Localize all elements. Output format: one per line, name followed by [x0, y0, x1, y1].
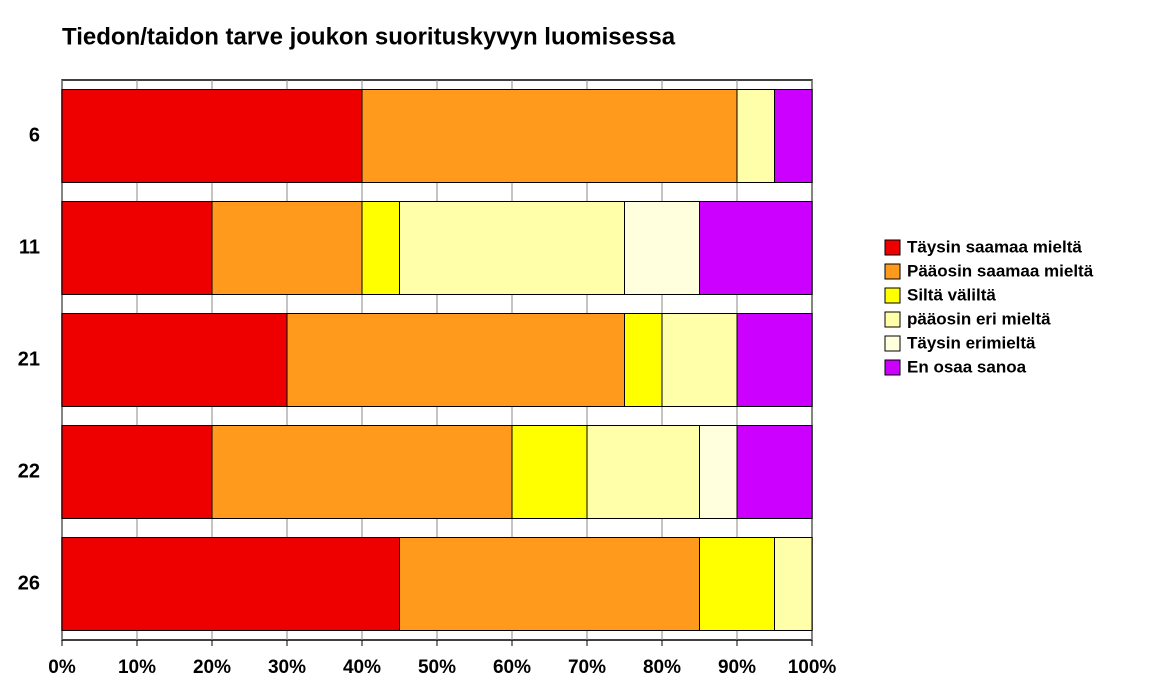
legend-swatch	[884, 335, 901, 352]
x-tick-label: 40%	[343, 657, 381, 678]
x-tick-label: 80%	[643, 657, 681, 678]
bar-segment	[586, 425, 700, 519]
bar-segment	[624, 313, 663, 407]
bar-segment	[361, 201, 400, 295]
legend-swatch	[884, 239, 901, 256]
chart-title: Tiedon/taidon tarve joukon suorituskyvyn…	[62, 23, 676, 50]
legend-label: Täysin erimieltä	[907, 333, 1036, 352]
bar-segment	[736, 425, 813, 519]
y-tick-label: 6	[29, 124, 40, 146]
y-tick-label: 21	[18, 348, 40, 370]
bar-segment	[736, 313, 813, 407]
legend-label: Täysin saamaa mieltä	[907, 237, 1082, 256]
bar-segment	[699, 201, 813, 295]
legend-label: pääosin eri mieltä	[907, 309, 1051, 328]
bar-segment	[361, 89, 738, 183]
y-tick-label: 22	[18, 460, 40, 482]
x-tick-label: 50%	[418, 657, 456, 678]
bar-segment	[624, 201, 700, 295]
bar-segment	[211, 425, 513, 519]
x-tick-label: 60%	[493, 657, 531, 678]
bar-segment	[511, 425, 588, 519]
bar-segment	[61, 89, 363, 183]
y-tick-label: 11	[19, 236, 40, 258]
bar-segment	[399, 201, 625, 295]
bar-segment	[699, 425, 738, 519]
bar-segment	[736, 89, 775, 183]
x-tick-label: 10%	[118, 657, 156, 678]
bar-segment	[286, 313, 625, 407]
x-tick-label: 90%	[718, 657, 756, 678]
y-tick-label: 26	[18, 572, 40, 594]
bar-segment	[774, 537, 813, 631]
x-tick-label: 100%	[788, 657, 837, 678]
legend-label: En osaa sanoa	[907, 357, 1027, 376]
x-tick-label: 0%	[48, 657, 76, 678]
legend-swatch	[884, 359, 901, 376]
bar-segment	[774, 89, 813, 183]
legend-swatch	[884, 263, 901, 280]
legend-label: Siltä väliltä	[907, 285, 996, 304]
bar-segment	[61, 313, 288, 407]
bar-segment	[61, 537, 400, 631]
bar-segment	[61, 425, 213, 519]
x-tick-label: 20%	[193, 657, 231, 678]
bar-segment	[211, 201, 363, 295]
bar-segment	[661, 313, 738, 407]
bar-segment	[699, 537, 775, 631]
legend-swatch	[884, 287, 901, 304]
bar-segment	[61, 201, 213, 295]
x-tick-label: 30%	[268, 657, 306, 678]
bar-segment	[399, 537, 700, 631]
legend-label: Pääosin saamaa mieltä	[907, 261, 1094, 280]
legend-swatch	[884, 311, 901, 328]
x-tick-label: 70%	[568, 657, 606, 678]
